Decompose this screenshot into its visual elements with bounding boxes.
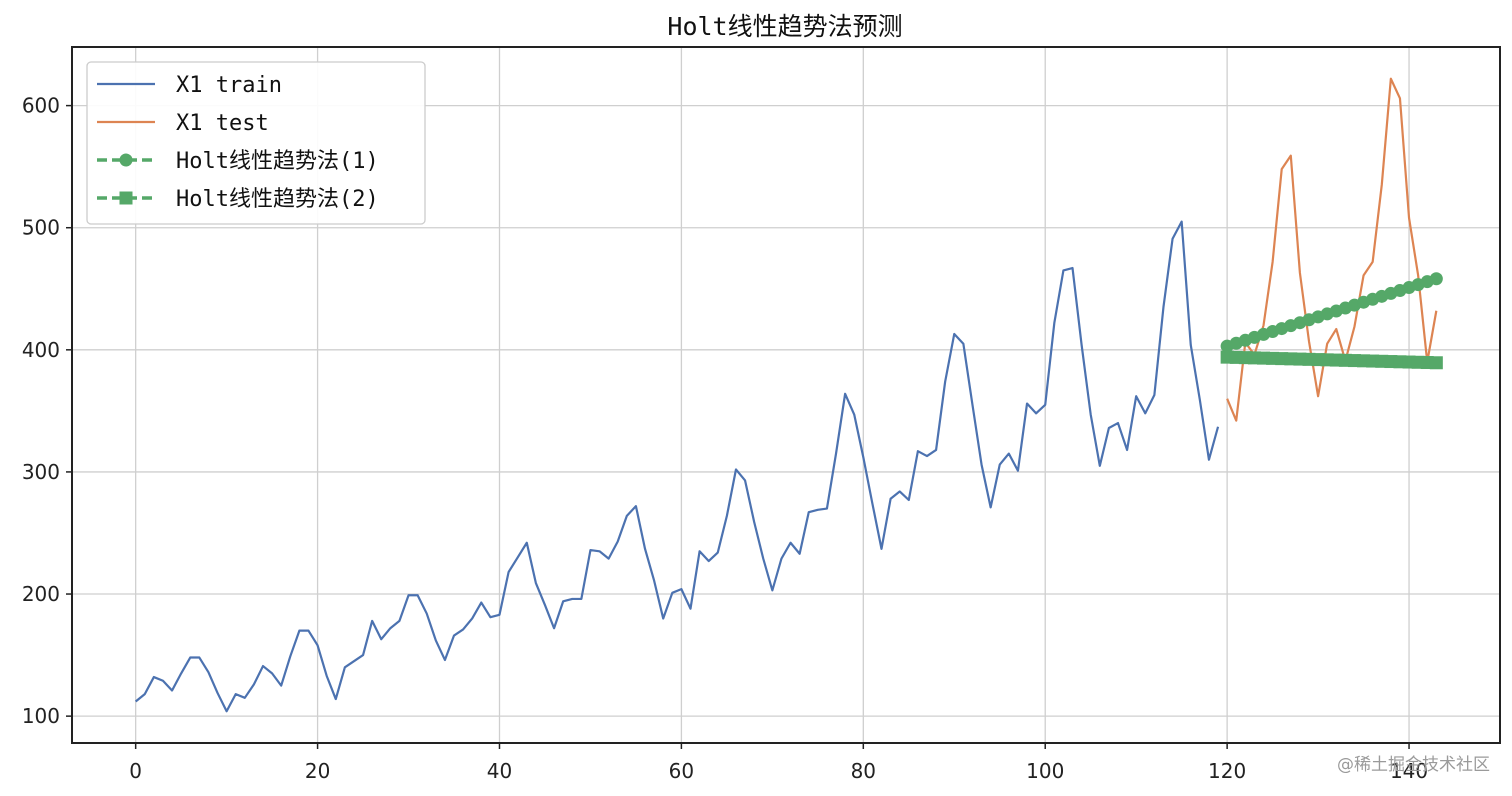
x-tick-label: 80	[851, 759, 876, 783]
series-3	[1220, 350, 1443, 370]
legend-label: Holt线性趋势法(2)	[176, 187, 379, 212]
x-tick-label: 140	[1390, 759, 1428, 783]
legend-box	[86, 61, 426, 225]
x-tick-label: 120	[1208, 759, 1246, 783]
series-1	[1226, 77, 1438, 422]
series-line	[134, 220, 1220, 713]
series-line	[1226, 77, 1438, 422]
x-tick-label: 60	[669, 759, 694, 783]
y-tick-label: 500	[22, 216, 60, 240]
legend-marker	[119, 191, 133, 205]
x-tick-label: 20	[305, 759, 330, 783]
x-tick-label: 0	[129, 759, 142, 783]
series-2	[1220, 272, 1443, 353]
legend: X1 train X1 test Holt线性趋势法(1) Holt线性趋势法(2)	[86, 61, 426, 225]
watermark-text: @稀土掘金技术社区	[1337, 755, 1490, 775]
y-tick-label: 600	[22, 94, 60, 118]
series-layer	[134, 77, 1443, 713]
x-axis: 0 20 40 60 80 100 120 140	[129, 743, 1428, 783]
y-tick-label: 100	[22, 704, 60, 728]
series-point	[1429, 356, 1443, 370]
plot-frame	[71, 46, 1501, 744]
chart-title: Holt线性趋势法预测	[667, 12, 902, 41]
series-0	[134, 220, 1220, 713]
y-tick-label: 400	[22, 338, 60, 362]
y-tick-label: 300	[22, 460, 60, 484]
x-tick-label: 40	[487, 759, 512, 783]
legend-marker	[119, 153, 133, 167]
legend-label: Holt线性趋势法(1)	[176, 149, 379, 174]
y-axis: 100 200 300 400 500 600	[22, 94, 72, 728]
legend-label: X1 test	[176, 111, 269, 136]
series-point	[1429, 272, 1443, 286]
y-tick-label: 200	[22, 582, 60, 606]
x-tick-label: 100	[1026, 759, 1064, 783]
legend-label: X1 train	[176, 73, 282, 98]
